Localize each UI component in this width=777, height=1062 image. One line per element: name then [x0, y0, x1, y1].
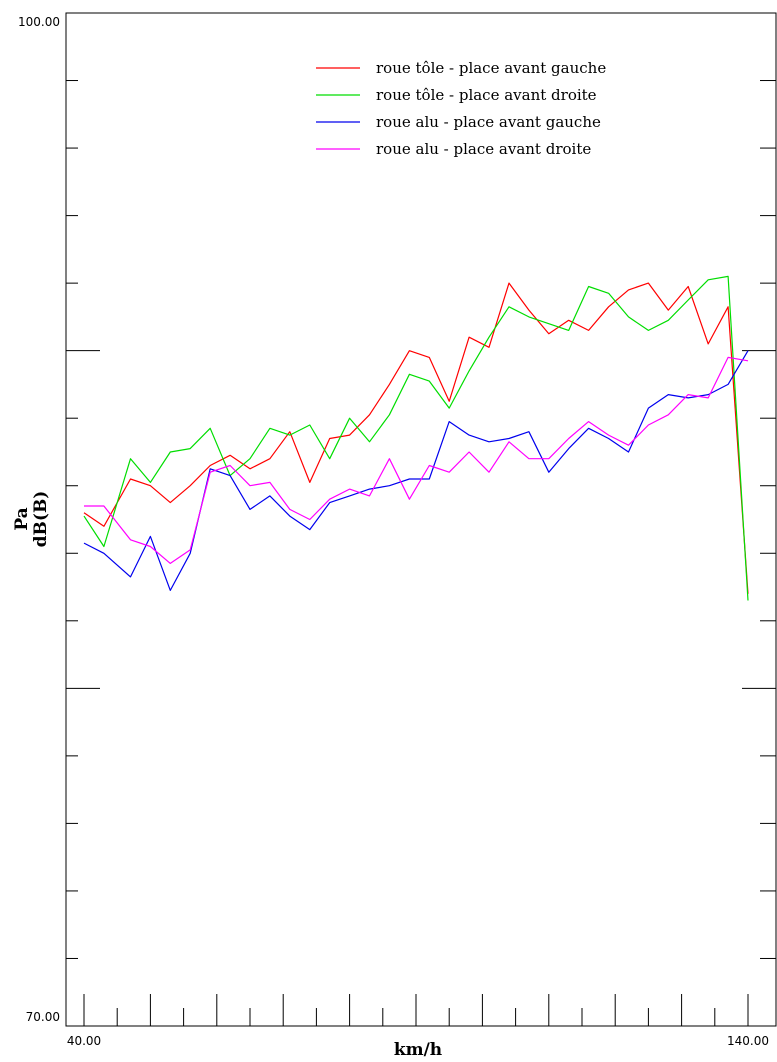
y-axis-title-line2: dB(B) [31, 491, 51, 548]
x-tick-label-right: 140.00 [727, 1034, 769, 1048]
plot-frame [65, 12, 777, 1027]
y-tick-label-top: 100.00 [18, 15, 60, 29]
series-line-1 [83, 275, 749, 601]
series-line-0 [83, 282, 749, 594]
legend-label-3: roue alu - place avant droite [376, 140, 591, 158]
x-tick-label-left: 40.00 [67, 1034, 101, 1048]
x-axis-title: km/h [394, 1040, 442, 1060]
legend-label-0: roue tôle - place avant gauche [376, 59, 606, 77]
series-line-3 [84, 356, 749, 565]
y-axis-title-line1: Pa [12, 507, 32, 530]
y-tick-label-bottom: 70.00 [26, 1010, 60, 1024]
series-group [83, 275, 749, 601]
axis-ticks [66, 80, 776, 1026]
legend: roue tôle - place avant gauche roue tôle… [316, 59, 606, 158]
legend-label-2: roue alu - place avant gauche [376, 113, 601, 131]
legend-label-1: roue tôle - place avant droite [376, 86, 597, 104]
